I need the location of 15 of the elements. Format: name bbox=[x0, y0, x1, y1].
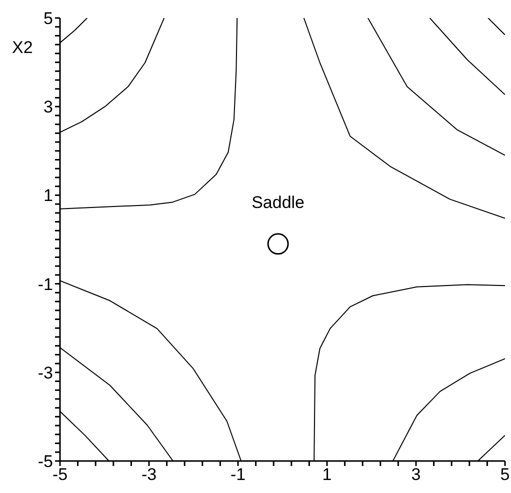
x-tick-label: 5 bbox=[500, 465, 510, 484]
y-tick-label: 5 bbox=[44, 9, 53, 28]
y-tick-label: 1 bbox=[44, 186, 53, 206]
x-tick-label: 3 bbox=[411, 465, 421, 484]
y-tick-label: 3 bbox=[44, 98, 53, 117]
x-tick-label: -3 bbox=[141, 465, 157, 484]
x-tick-label: 1 bbox=[322, 465, 332, 484]
x-tick-label: -1 bbox=[230, 465, 246, 484]
line-series bbox=[367, 18, 505, 156]
y-tick-label: -1 bbox=[38, 274, 53, 294]
y-tick-label: -3 bbox=[38, 363, 53, 382]
annotation: Saddle bbox=[252, 192, 305, 212]
line-series bbox=[303, 18, 505, 219]
y-tick-label: -5 bbox=[38, 452, 53, 472]
text: X2 bbox=[12, 38, 33, 58]
